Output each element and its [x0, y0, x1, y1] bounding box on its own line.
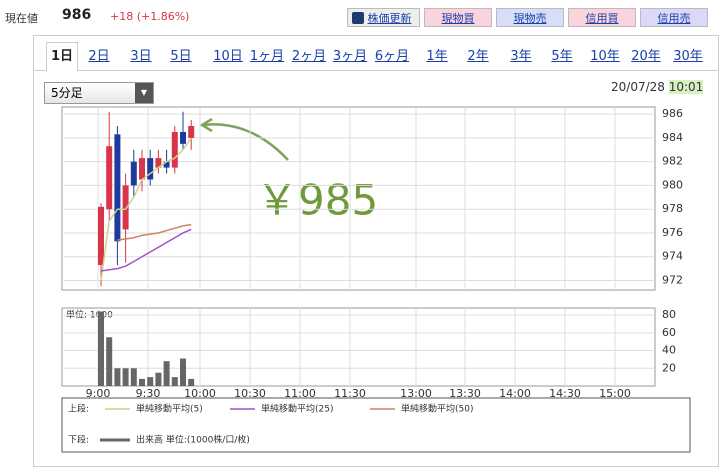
volume-bar: [147, 377, 154, 386]
y-tick-label: 982: [662, 155, 683, 168]
annotation: ￥985: [256, 176, 378, 225]
candle-body: [130, 161, 137, 186]
time: 10:01: [668, 80, 704, 94]
x-tick-label: 11:00: [284, 387, 316, 400]
volume-bar: [114, 368, 121, 386]
y-tick-label: 980: [662, 178, 683, 191]
y-tick-label: 976: [662, 226, 683, 239]
legend-label: 出来高 単位:(1000株/口/枚): [136, 434, 250, 446]
button[interactable]: 現物売: [496, 8, 564, 27]
legend-frame: [61, 397, 691, 453]
annotation-arrow: [203, 123, 289, 161]
tab[interactable]: 1日: [46, 42, 78, 72]
page: 現在値 986 +18 (+1.86%) 株価更新 現物買 現物売 信用買 信用売 1日…: [5, 7, 719, 467]
tab[interactable]: 2日: [88, 49, 110, 64]
button[interactable]: 現物買: [424, 8, 492, 27]
tab[interactable]: 3日: [130, 49, 152, 64]
annotation-arrowhead: [199, 117, 213, 133]
candle-body: [147, 158, 154, 180]
legend-label: 単純移動平均(50): [401, 403, 473, 415]
volume-bar: [188, 378, 195, 386]
tab[interactable]: 2ヶ月: [291, 49, 327, 64]
volume-bar: [155, 372, 162, 386]
volume-bar: [98, 311, 104, 386]
volume-bar: [122, 368, 129, 386]
price: 986: [62, 7, 92, 23]
tab[interactable]: 3年: [510, 49, 532, 64]
volume-bar: [130, 368, 137, 386]
x-tick-label: 9:00: [86, 387, 111, 400]
tab[interactable]: 5年: [551, 49, 573, 64]
x-tick-label: 14:30: [549, 387, 581, 400]
dropdown[interactable]: 5分足 ▼: [44, 82, 154, 104]
x-tick-label: 10:00: [184, 387, 216, 400]
y-tick-label: 60: [662, 326, 676, 339]
x-tick-label: 9:30: [136, 387, 161, 400]
volume-bar: [139, 378, 145, 386]
x-tick-label: 15:00: [599, 387, 631, 400]
candle-body: [171, 131, 178, 168]
y-tick-label: 974: [662, 250, 683, 263]
candle-body: [98, 206, 104, 266]
y-tick-label: 20: [662, 361, 676, 374]
tab[interactable]: 6ヶ月: [374, 49, 410, 64]
ma-line: [100, 228, 192, 272]
tab[interactable]: 1ヶ月: [249, 49, 285, 64]
volume-bar: [180, 358, 186, 386]
y-tick-label: 80: [662, 308, 676, 321]
date: 20/07/28: [611, 80, 665, 94]
candle-body: [106, 146, 113, 210]
ma-line: [117, 223, 192, 241]
legend-label: 単純移動平均(25): [261, 403, 333, 415]
candle-body: [155, 158, 162, 168]
button[interactable]: 信用買: [568, 8, 636, 27]
tab[interactable]: 1年: [426, 49, 448, 64]
tab[interactable]: 20年: [631, 49, 661, 64]
x-tick-label: 10:30: [234, 387, 266, 400]
y-tick-label: 978: [662, 202, 683, 215]
legend-upper: 上段:: [68, 403, 89, 415]
candle-body: [180, 131, 186, 144]
chart: ￥985 単位: 1000 上段: 下段: 9:00 9:30 10:00 10:30…: [61, 106, 691, 453]
legend-label: 単純移動平均(5): [136, 403, 203, 415]
candle-body: [139, 158, 145, 180]
tab[interactable]: 30年: [673, 49, 703, 64]
ma-line: [100, 137, 192, 281]
x-tick-label: 13:30: [449, 387, 481, 400]
tab[interactable]: 10年: [590, 49, 620, 64]
dropdown-text: 5分足: [51, 86, 83, 100]
candle-body: [188, 126, 195, 138]
tab[interactable]: 3ヶ月: [332, 49, 368, 64]
candle-body: [163, 161, 170, 168]
price-change: +18 (+1.86%): [110, 10, 190, 23]
y-tick-label: 972: [662, 273, 683, 286]
y-tick-label: 984: [662, 131, 683, 144]
candle-body: [114, 134, 121, 242]
x-tick-label: 13:00: [400, 387, 432, 400]
dropdown-arrow: ▼: [135, 83, 153, 103]
y-tick-label: 40: [662, 344, 676, 357]
datetime: 20/07/28 10:01: [611, 80, 704, 94]
legend-lower: 下段:: [68, 434, 89, 446]
price-label: 現在値: [5, 12, 38, 25]
price-frame: [61, 106, 656, 291]
volume-frame: [61, 307, 656, 387]
button[interactable]: 株価更新: [347, 8, 420, 27]
candle-body: [122, 185, 129, 230]
tab[interactable]: 5日: [170, 49, 192, 64]
tab[interactable]: 10日: [213, 49, 243, 64]
unit-label: 単位: 1000: [66, 309, 113, 321]
volume-bar: [106, 337, 113, 386]
x-tick-label: 14:00: [499, 387, 531, 400]
y-tick-label: 986: [662, 107, 683, 120]
tab[interactable]: 2年: [467, 49, 489, 64]
x-tick-label: 11:30: [334, 387, 366, 400]
volume-bar: [171, 377, 178, 386]
tab-divider: [34, 70, 718, 71]
volume-bar: [163, 361, 170, 386]
button[interactable]: 信用売: [640, 8, 708, 27]
refresh-icon: [352, 12, 364, 24]
